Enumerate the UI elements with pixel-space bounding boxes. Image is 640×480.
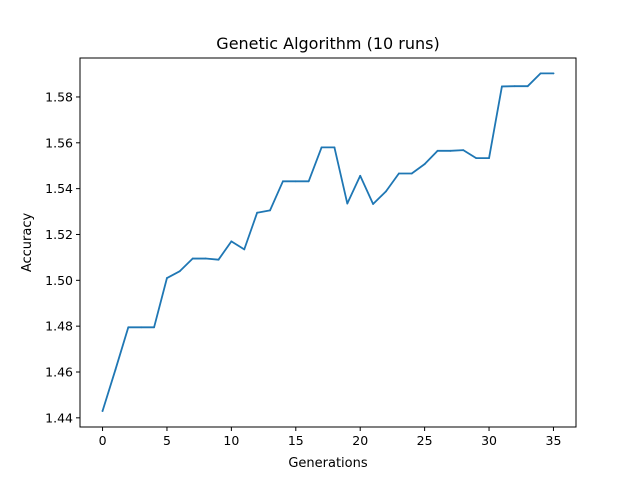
data-point — [410, 172, 413, 175]
data-point — [513, 85, 516, 88]
data-point — [217, 258, 220, 261]
data-point — [359, 174, 362, 177]
x-tick-label: 25 — [417, 433, 433, 448]
x-axis-label: Generations — [288, 456, 368, 471]
x-tick-label: 20 — [352, 433, 368, 448]
data-point — [178, 270, 181, 273]
x-tick-label: 10 — [223, 433, 239, 448]
data-point — [127, 326, 130, 329]
y-tick-label: 1.44 — [45, 410, 73, 425]
x-tick-label: 35 — [546, 433, 562, 448]
accuracy-series-line — [101, 72, 555, 412]
data-point — [372, 203, 374, 205]
data-point — [307, 180, 310, 183]
data-point — [333, 146, 336, 149]
data-point — [539, 72, 542, 75]
plot-area-frame — [79, 57, 577, 428]
data-point — [230, 240, 233, 243]
data-point — [346, 202, 349, 205]
data-point — [269, 209, 271, 212]
data-point — [475, 157, 478, 160]
data-point — [449, 149, 452, 152]
y-tick-label: 1.56 — [45, 135, 73, 150]
data-point — [501, 85, 503, 88]
x-tick-label: 15 — [288, 433, 304, 448]
data-point — [552, 72, 555, 75]
data-point — [166, 277, 168, 279]
y-axis-ticks: 1.44 1.46 1.48 1.50 1.52 1.54 1.56 1.58 — [45, 89, 80, 425]
y-tick-label: 1.48 — [45, 319, 73, 334]
x-axis-ticks: 0 5 10 15 20 25 30 35 — [99, 427, 562, 448]
data-point — [153, 326, 155, 329]
data-point — [462, 149, 465, 152]
y-tick-label: 1.46 — [45, 364, 73, 379]
data-point — [526, 85, 529, 88]
data-point — [488, 157, 490, 160]
x-tick-label: 0 — [99, 433, 107, 448]
data-point — [397, 172, 400, 175]
data-point — [436, 149, 439, 152]
data-point — [114, 368, 117, 371]
data-point — [294, 180, 297, 183]
data-point — [191, 257, 194, 260]
y-tick-label: 1.54 — [45, 181, 73, 196]
y-tick-label: 1.58 — [45, 89, 73, 104]
y-axis-label: Accuracy — [20, 213, 35, 273]
data-point — [101, 410, 104, 412]
series-layer — [101, 72, 555, 412]
x-tick-label: 5 — [163, 433, 171, 448]
y-tick-label: 1.50 — [45, 273, 73, 288]
data-point — [243, 248, 246, 251]
x-tick-label: 30 — [481, 433, 497, 448]
data-point — [423, 163, 426, 166]
y-tick-label: 1.52 — [45, 227, 73, 242]
data-point — [282, 180, 284, 183]
data-point — [140, 326, 143, 329]
data-point — [256, 211, 259, 214]
data-point — [204, 257, 207, 260]
data-point — [385, 190, 387, 193]
chart-title: Genetic Algorithm (10 runs) — [216, 34, 439, 53]
data-point — [320, 146, 323, 149]
